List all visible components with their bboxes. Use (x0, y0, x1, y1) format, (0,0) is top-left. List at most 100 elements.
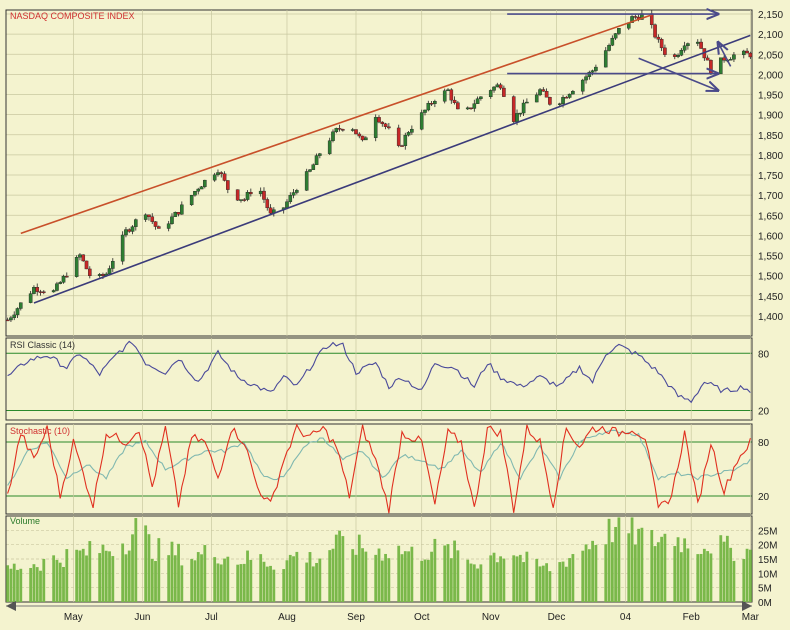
candle-body (78, 254, 82, 258)
candle-body (613, 33, 618, 39)
volume-bar (633, 544, 637, 602)
candle-body (147, 214, 151, 217)
candle-body (199, 186, 204, 190)
volume-bar (331, 548, 335, 602)
volume-bar (571, 554, 575, 602)
candle-body (291, 192, 296, 196)
volume-bar (610, 542, 614, 602)
candle-body (663, 47, 667, 55)
candle-body (153, 221, 158, 227)
volume-bar (374, 554, 378, 602)
candle-body (111, 260, 115, 269)
x-tick-label: Dec (548, 612, 566, 623)
volume-bar (219, 564, 223, 602)
volume-bar (564, 566, 568, 602)
volume-bar (748, 549, 752, 602)
volume-bar (150, 558, 154, 602)
volume-bar (295, 551, 299, 602)
candle-body (446, 89, 450, 91)
x-tick-label: Jun (134, 612, 150, 623)
scrollbar[interactable] (6, 601, 752, 611)
candle-body (265, 199, 270, 209)
candle-body (81, 254, 86, 262)
x-axis: May Jun Jul Aug Sep Oct Nov Dec 04 Feb Mar (64, 612, 760, 623)
candle-body (488, 90, 493, 98)
candle-body (107, 268, 112, 275)
volume-bar (676, 537, 680, 602)
volume-bar (173, 555, 177, 602)
volume-bar (541, 565, 545, 602)
volume-bar (476, 568, 479, 602)
volume-bar (380, 560, 384, 602)
candle-body (245, 191, 250, 200)
volume-bar (62, 566, 65, 602)
candle-body (354, 129, 358, 135)
volume-bar (446, 544, 450, 602)
volume-bar (98, 553, 102, 602)
volume-bar (42, 558, 46, 602)
candle-body (456, 102, 460, 110)
candle-body (705, 57, 710, 61)
candle-body (732, 54, 736, 60)
candle-body (9, 317, 13, 321)
volume-bar (196, 552, 200, 602)
candle-body (495, 84, 500, 88)
volume-bar (696, 554, 700, 602)
candle-body (584, 76, 588, 81)
volume-bar (200, 554, 203, 602)
volume-bar (407, 551, 410, 602)
candle-body (610, 37, 615, 46)
volume-bar (568, 558, 572, 602)
candle-body (380, 121, 385, 125)
volume-bar (16, 569, 19, 602)
panel-frame (5, 423, 753, 515)
volume-bar (637, 528, 641, 602)
candle-body (150, 216, 155, 222)
volume-bar (400, 554, 404, 602)
y-tick-label: 1,450 (758, 292, 783, 303)
volume-bar (213, 557, 217, 602)
candle-body (314, 155, 319, 165)
y-tick-label: 2,100 (758, 30, 783, 41)
volume-bar (423, 559, 427, 602)
volume-bar (341, 536, 345, 602)
volume-bar (699, 553, 703, 602)
volume-bar (121, 543, 125, 602)
x-tick-label: Mar (742, 612, 760, 623)
volume-bar (108, 551, 111, 602)
candle-body (400, 145, 404, 147)
y-tick-label: 0M (758, 598, 772, 609)
candle-body (318, 153, 322, 156)
candle-body (219, 172, 224, 174)
volume-bar (660, 536, 664, 602)
volume-bar (242, 563, 246, 602)
volume-bar (190, 558, 194, 602)
volume-bar (124, 554, 128, 602)
volume-bar (131, 534, 134, 602)
volume-panel-title: Volume (10, 516, 40, 526)
stochastic-k-line (7, 423, 751, 514)
candle-body (429, 103, 434, 105)
volume-bar (357, 534, 361, 602)
volume-bar (433, 538, 437, 602)
candle-body (410, 128, 414, 133)
candle-body (518, 112, 523, 115)
volume-bar (81, 548, 85, 602)
y-tick-label: 1,550 (758, 252, 783, 263)
volume-bar (443, 545, 447, 602)
candle-body (465, 107, 470, 110)
x-tick-label: Nov (482, 612, 500, 623)
volume-bar (538, 566, 542, 602)
volume-bar (656, 542, 660, 602)
volume-bar (384, 553, 387, 602)
volume-bar (614, 526, 618, 602)
candle-body (521, 102, 526, 114)
candle-body (544, 91, 549, 98)
volume-bar (52, 555, 56, 602)
volume-bar (387, 558, 391, 602)
volume-bar (226, 556, 230, 602)
y-tick-label: 5M (758, 584, 772, 595)
volume-bar (272, 569, 276, 602)
candle-body (745, 50, 749, 54)
